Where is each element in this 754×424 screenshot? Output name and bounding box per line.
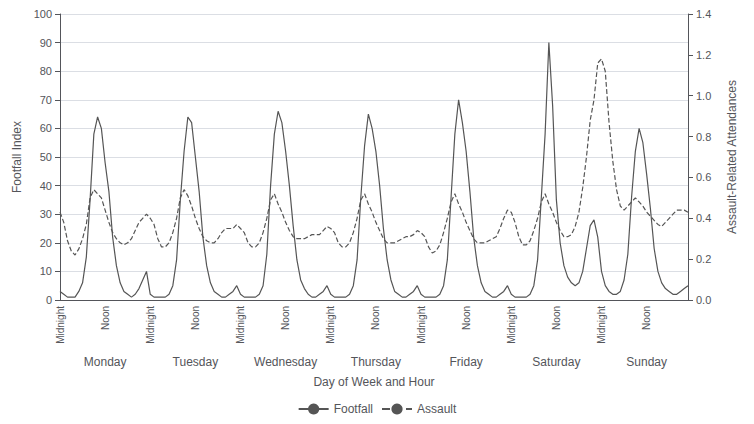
svg-text:40: 40 [40,180,52,192]
svg-text:1.0: 1.0 [696,90,711,102]
svg-text:0.0: 0.0 [696,294,711,306]
svg-text:Monday: Monday [84,355,127,369]
svg-text:Friday: Friday [449,355,482,369]
svg-text:0.8: 0.8 [696,131,711,143]
svg-text:Noon: Noon [280,306,291,330]
svg-text:Thursday: Thursday [351,355,401,369]
svg-text:90: 90 [40,37,52,49]
svg-text:Midnight: Midnight [235,306,246,344]
svg-text:0: 0 [46,294,52,306]
svg-text:Tuesday: Tuesday [173,355,219,369]
svg-text:Wednesday: Wednesday [254,355,317,369]
svg-text:Noon: Noon [641,306,652,330]
svg-text:Midnight: Midnight [325,306,336,344]
svg-text:0.6: 0.6 [696,171,711,183]
svg-text:0.2: 0.2 [696,253,711,265]
svg-text:Day of Week and Hour: Day of Week and Hour [313,375,434,389]
svg-text:1.4: 1.4 [696,8,711,20]
svg-text:60: 60 [40,122,52,134]
svg-text:Saturday: Saturday [532,355,580,369]
svg-text:Noon: Noon [190,306,201,330]
svg-text:Footfall: Footfall [334,402,373,416]
svg-text:Noon: Noon [370,306,381,330]
svg-text:Sunday: Sunday [626,355,667,369]
svg-text:Midnight: Midnight [55,306,66,344]
svg-text:Midnight: Midnight [506,306,517,344]
svg-text:10: 10 [40,265,52,277]
svg-text:70: 70 [40,94,52,106]
svg-text:30: 30 [40,208,52,220]
svg-text:Footfall Index: Footfall Index [10,121,24,193]
svg-text:Noon: Noon [551,306,562,330]
svg-text:Midnight: Midnight [145,306,156,344]
svg-text:Noon: Noon [461,306,472,330]
svg-text:80: 80 [40,65,52,77]
svg-text:Assault-Related Attendances: Assault-Related Attendances [725,80,739,234]
svg-text:100: 100 [34,8,52,20]
svg-text:Noon: Noon [100,306,111,330]
svg-text:Midnight: Midnight [596,306,607,344]
svg-text:0.4: 0.4 [696,212,711,224]
svg-text:1.2: 1.2 [696,49,711,61]
svg-text:20: 20 [40,237,52,249]
svg-text:50: 50 [40,151,52,163]
svg-text:Assault: Assault [417,402,457,416]
svg-text:Midnight: Midnight [416,306,427,344]
